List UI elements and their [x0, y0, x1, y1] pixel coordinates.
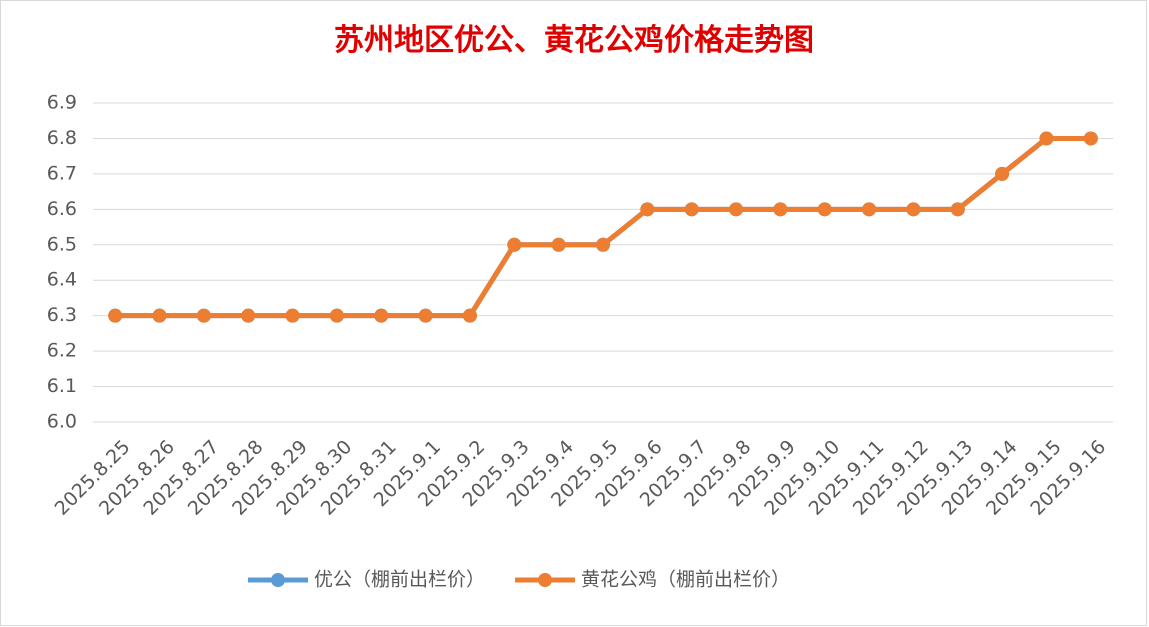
marker: [817, 202, 832, 217]
marker: [1083, 131, 1098, 146]
marker: [329, 308, 344, 323]
y-tick-label: 6.3: [47, 304, 77, 326]
y-tick-label: 6.0: [47, 411, 77, 433]
y-tick-label: 6.4: [47, 269, 77, 291]
marker: [418, 308, 433, 323]
legend-label: 黄花公鸡（棚前出栏价）: [581, 569, 790, 591]
y-tick-label: 6.8: [47, 127, 77, 149]
legend-marker: [271, 573, 285, 587]
marker: [596, 237, 610, 252]
marker: [285, 308, 300, 323]
marker: [950, 202, 965, 217]
marker: [906, 202, 921, 217]
y-tick-label: 6.5: [47, 233, 77, 255]
marker: [640, 202, 655, 217]
marker: [374, 308, 389, 323]
marker: [773, 202, 788, 217]
marker: [241, 308, 256, 323]
y-tick-label: 6.9: [47, 92, 77, 114]
marker: [152, 308, 167, 323]
marker: [995, 166, 1010, 181]
marker: [684, 202, 699, 217]
chart-title: 苏州地区优公、黄花公鸡价格走势图: [334, 23, 814, 58]
y-tick-label: 6.2: [47, 340, 77, 362]
y-tick-label: 6.7: [47, 162, 77, 184]
marker: [1039, 131, 1054, 146]
legend-label: 优公（棚前出栏价）: [314, 569, 485, 591]
y-tick-label: 6.1: [47, 375, 77, 397]
marker: [196, 308, 211, 323]
marker: [507, 237, 522, 252]
marker: [862, 202, 877, 217]
marker: [729, 202, 744, 217]
y-tick-label: 6.6: [47, 198, 77, 220]
marker: [108, 308, 123, 323]
marker: [551, 237, 566, 252]
marker: [462, 308, 477, 323]
legend-marker: [538, 573, 553, 587]
